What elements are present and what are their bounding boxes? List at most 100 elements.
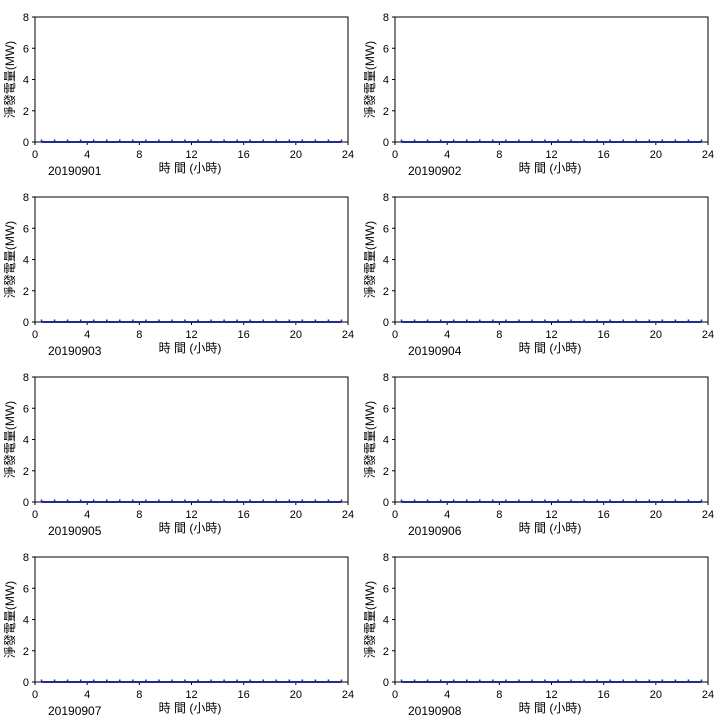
x-tick-label: 20 — [290, 329, 302, 341]
y-tick-label: 2 — [23, 466, 29, 478]
chart-panel-20190906: 0 2 4 6 8 0 4 8 12 16 20 24 淨發電量(MW) 20190906 時 間 (小時) — [360, 360, 720, 540]
y-tick-label: 0 — [23, 137, 29, 149]
chart-date-label: 20190902 — [408, 164, 462, 178]
x-tick-label: 24 — [342, 329, 354, 341]
chart-panel-20190902: 0 2 4 6 8 0 4 8 12 16 20 24 淨發電量(MW) 20190902 時 間 (小時) — [360, 0, 720, 180]
x-tick-label: 4 — [84, 509, 90, 521]
x-tick-label: 16 — [238, 329, 250, 341]
y-axis-title: 淨發電量(MW) — [2, 41, 17, 118]
x-tick-label: 12 — [545, 329, 557, 341]
y-axis-title: 淨發電量(MW) — [362, 581, 377, 658]
x-tick-label: 16 — [598, 689, 610, 701]
x-tick-label: 12 — [185, 509, 197, 521]
x-tick-label: 0 — [392, 509, 398, 521]
x-tick-label: 16 — [238, 149, 250, 161]
x-tick-label: 12 — [185, 689, 197, 701]
x-tick-label: 24 — [342, 689, 354, 701]
y-tick-label: 2 — [23, 646, 29, 658]
plot-frame — [34, 556, 349, 683]
chart-panel-20190905: 0 2 4 6 8 0 4 8 12 16 20 24 淨發電量(MW) 20190905 時 間 (小時) — [0, 360, 360, 540]
x-tick-label: 8 — [136, 149, 142, 161]
plot-frame — [394, 16, 709, 143]
x-axis-title: 時 間 (小時) — [159, 341, 222, 355]
x-axis-title: 時 間 (小時) — [159, 161, 222, 175]
x-tick-label: 8 — [496, 149, 502, 161]
y-tick-label: 4 — [383, 255, 389, 267]
y-axis-title: 淨發電量(MW) — [362, 221, 377, 298]
plot-frame — [394, 376, 709, 503]
y-tick-label: 8 — [23, 372, 29, 384]
y-tick-label: 8 — [23, 192, 29, 204]
y-tick-label: 8 — [383, 192, 389, 204]
y-tick-label: 0 — [23, 317, 29, 329]
x-tick-label: 20 — [650, 689, 662, 701]
x-tick-label: 4 — [84, 689, 90, 701]
y-tick-label: 6 — [383, 223, 389, 235]
y-tick-label: 6 — [383, 583, 389, 595]
x-tick-label: 4 — [84, 149, 90, 161]
y-tick-label: 6 — [23, 43, 29, 55]
x-tick-label: 4 — [444, 509, 450, 521]
y-tick-label: 4 — [383, 615, 389, 627]
chart-date-label: 20190901 — [48, 164, 102, 178]
chart-panel-20190908: 0 2 4 6 8 0 4 8 12 16 20 24 淨發電量(MW) 20190908 時 間 (小時) — [360, 540, 720, 720]
y-tick-label: 4 — [383, 75, 389, 87]
y-tick-label: 0 — [383, 317, 389, 329]
x-tick-label: 16 — [598, 329, 610, 341]
y-tick-label: 8 — [383, 372, 389, 384]
x-tick-label: 8 — [496, 509, 502, 521]
y-axis-title: 淨發電量(MW) — [2, 581, 17, 658]
x-tick-label: 20 — [650, 329, 662, 341]
chart-date-label: 20190906 — [408, 524, 462, 538]
plot-frame — [34, 196, 349, 323]
x-tick-label: 8 — [136, 509, 142, 521]
x-tick-label: 4 — [444, 689, 450, 701]
x-tick-label: 24 — [342, 509, 354, 521]
y-tick-label: 0 — [23, 677, 29, 689]
x-tick-label: 20 — [290, 149, 302, 161]
chart-panel-20190904: 0 2 4 6 8 0 4 8 12 16 20 24 淨發電量(MW) 20190904 時 間 (小時) — [360, 180, 720, 360]
plot-frame — [394, 196, 709, 323]
y-tick-label: 0 — [23, 497, 29, 509]
y-tick-label: 2 — [23, 286, 29, 298]
y-tick-label: 6 — [23, 223, 29, 235]
y-tick-label: 8 — [383, 552, 389, 564]
y-tick-label: 2 — [383, 286, 389, 298]
x-tick-label: 8 — [496, 689, 502, 701]
x-tick-label: 0 — [32, 329, 38, 341]
x-tick-label: 4 — [84, 329, 90, 341]
x-tick-label: 0 — [392, 149, 398, 161]
y-tick-label: 4 — [23, 435, 29, 447]
plot-frame — [34, 16, 349, 143]
x-tick-label: 0 — [392, 329, 398, 341]
x-axis-title: 時 間 (小時) — [519, 341, 582, 355]
y-tick-label: 8 — [23, 552, 29, 564]
x-tick-label: 16 — [238, 509, 250, 521]
x-tick-label: 24 — [702, 149, 714, 161]
x-tick-label: 4 — [444, 329, 450, 341]
x-tick-label: 20 — [650, 149, 662, 161]
x-tick-label: 8 — [136, 329, 142, 341]
x-tick-label: 24 — [702, 329, 714, 341]
x-tick-label: 24 — [702, 509, 714, 521]
chart-panel-20190901: 0 2 4 6 8 0 4 8 12 16 20 24 淨發電量(MW) 20190901 時 間 (小時) — [0, 0, 360, 180]
y-tick-label: 8 — [383, 12, 389, 24]
x-axis-title: 時 間 (小時) — [159, 521, 222, 535]
y-tick-label: 6 — [23, 403, 29, 415]
x-tick-label: 20 — [290, 509, 302, 521]
chart-date-label: 20190904 — [408, 344, 462, 358]
x-tick-label: 12 — [545, 149, 557, 161]
x-tick-label: 0 — [32, 509, 38, 521]
x-axis-title: 時 間 (小時) — [519, 701, 582, 715]
y-tick-label: 0 — [383, 677, 389, 689]
x-axis-title: 時 間 (小時) — [519, 161, 582, 175]
chart-date-label: 20190907 — [48, 704, 102, 718]
x-tick-label: 12 — [185, 149, 197, 161]
